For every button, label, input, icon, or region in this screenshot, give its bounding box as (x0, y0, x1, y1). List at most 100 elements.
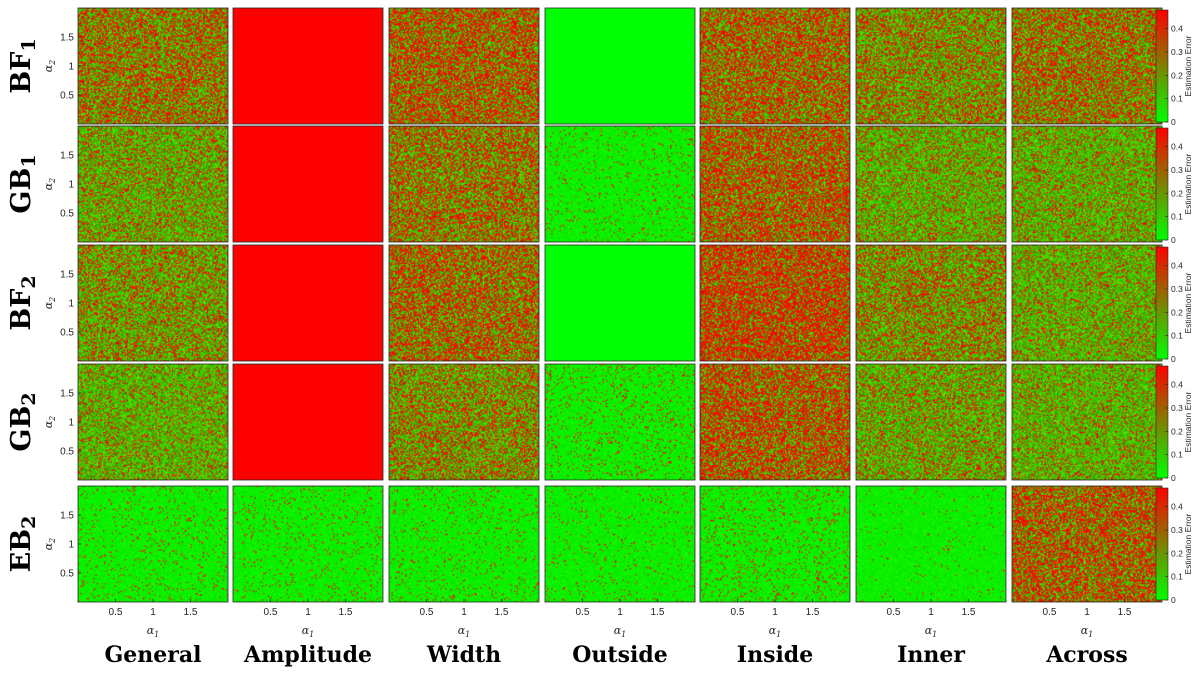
heatmap-panel-gb1-inside (700, 126, 850, 242)
y-axis-label: α2 (42, 297, 57, 310)
x-axis-label: α1 (458, 624, 471, 639)
column-label-general: General (105, 642, 202, 668)
colorbar (1155, 487, 1169, 601)
y-tick-label: 1.5 (60, 33, 74, 44)
x-tick-label: 0.5 (731, 607, 745, 618)
x-axis-label: α1 (925, 624, 938, 639)
colorbar-tick-label: 0 (1171, 473, 1176, 483)
colorbar-tick-label: 0.4 (1171, 24, 1183, 34)
colorbar-tick-label: 0 (1171, 235, 1176, 245)
colorbar (1155, 9, 1169, 123)
heatmap-panel-gb2-general (78, 364, 228, 480)
x-tick-label: 0.5 (109, 607, 123, 618)
heatmap-panel-bf1-amplitude (233, 8, 383, 124)
panel-frame (232, 244, 384, 362)
colorbar-tick-label: 0.3 (1171, 165, 1183, 175)
colorbar-tick-label: 0.2 (1171, 307, 1183, 317)
y-tick-label: 0.5 (60, 447, 74, 458)
heatmap-panel-bf1-outside (545, 8, 695, 124)
y-tick-label: 0.5 (60, 91, 74, 102)
column-label-across: Across (1045, 642, 1128, 668)
x-tick-label: 0.5 (1043, 607, 1057, 618)
heatmap-panel-bf1-general (78, 8, 228, 124)
heatmap-panel-bf2-inside (700, 245, 850, 361)
heatmap-panel-eb2-general (78, 486, 228, 602)
heatmap-panel-bf1-inside (700, 8, 850, 124)
colorbar-tick-label: 0.2 (1171, 426, 1183, 436)
colorbar (1155, 127, 1169, 241)
colorbar-tick-label: 0.1 (1171, 212, 1183, 222)
x-tick-label: 1 (928, 607, 934, 618)
y-tick-label: 1.5 (60, 270, 74, 281)
colorbar-tick-label: 0.3 (1171, 284, 1183, 294)
colorbar-tick-label: 0.2 (1171, 70, 1183, 80)
heatmap-panel-gb2-across (1012, 364, 1162, 480)
x-tick-label: 1 (1084, 607, 1090, 618)
heatmap-panel-bf1-inner (856, 8, 1006, 124)
colorbar-tick-label: 0.3 (1171, 403, 1183, 413)
x-tick-label: 1 (305, 607, 311, 618)
y-tick-label: 1.5 (60, 511, 74, 522)
heatmap-panel-bf2-outside (545, 245, 695, 361)
heatmap-panel-bf1-width (389, 8, 539, 124)
column-label-amplitude: Amplitude (243, 642, 372, 668)
colorbar-label: Estimation Error (1183, 513, 1193, 574)
column-label-inside: Inside (737, 642, 813, 668)
heatmap-panel-bf2-general (78, 245, 228, 361)
x-tick-label: 1.5 (495, 607, 509, 618)
row-label-gb1: GB1 (6, 154, 40, 213)
colorbar-label: Estimation Error (1183, 35, 1193, 96)
x-tick-label: 1.5 (806, 607, 820, 618)
x-axis-label: α1 (147, 624, 160, 639)
x-axis-label: α1 (769, 624, 782, 639)
heatmap-panel-bf2-across (1012, 245, 1162, 361)
heatmap-panel-bf2-width (389, 245, 539, 361)
row-label-bf2: BF2 (6, 275, 40, 330)
colorbar-label: Estimation Error (1183, 153, 1193, 214)
heatmap-panel-eb2-across (1012, 486, 1162, 602)
panel-frame (544, 363, 696, 481)
colorbar (1155, 365, 1169, 479)
panel-frame (544, 7, 696, 125)
colorbar-tick-label: 0.1 (1171, 331, 1183, 341)
y-tick-label: 1.5 (60, 151, 74, 162)
y-tick-label: 1 (68, 62, 74, 73)
y-tick-label: 1.5 (60, 389, 74, 400)
x-tick-label: 1.5 (184, 607, 198, 618)
y-axis-label: α2 (42, 178, 57, 191)
panel-frame (388, 7, 540, 125)
colorbar-tick-label: 0.2 (1171, 548, 1183, 558)
colorbar-tick-label: 0.1 (1171, 450, 1183, 460)
row-label-bf1: BF1 (6, 38, 40, 93)
x-tick-label: 1.5 (339, 607, 353, 618)
heatmap-panel-gb2-amplitude (233, 364, 383, 480)
y-tick-label: 0.5 (60, 209, 74, 220)
row-label-eb2: EB2 (6, 516, 40, 573)
colorbar-tick-label: 0.4 (1171, 142, 1183, 152)
y-tick-label: 1 (68, 299, 74, 310)
colorbar-label: Estimation Error (1183, 391, 1193, 452)
x-tick-label: 1 (617, 607, 623, 618)
heatmap-panel-bf1-across (1012, 8, 1162, 124)
panel-frame (855, 125, 1007, 243)
colorbar-tick-label: 0.1 (1171, 572, 1183, 582)
y-tick-label: 0.5 (60, 569, 74, 580)
colorbar-tick-label: 0.1 (1171, 94, 1183, 104)
colorbar-tick-label: 0.4 (1171, 261, 1183, 271)
y-tick-label: 1 (68, 540, 74, 551)
heatmap-panel-gb1-across (1012, 126, 1162, 242)
panel-frame (544, 244, 696, 362)
panel-frame (699, 363, 851, 481)
panel-frame (699, 125, 851, 243)
heatmap-panel-eb2-amplitude (233, 486, 383, 602)
panel-frame (232, 363, 384, 481)
heatmap-panel-gb1-width (389, 126, 539, 242)
x-tick-label: 1.5 (1118, 607, 1132, 618)
heatmap-panel-gb1-inner (856, 126, 1006, 242)
colorbar-tick-label: 0.4 (1171, 502, 1183, 512)
colorbar-label: Estimation Error (1183, 272, 1193, 333)
heatmap-panel-bf2-inner (856, 245, 1006, 361)
y-axis-label: α2 (42, 416, 57, 429)
panel-frame (699, 7, 851, 125)
